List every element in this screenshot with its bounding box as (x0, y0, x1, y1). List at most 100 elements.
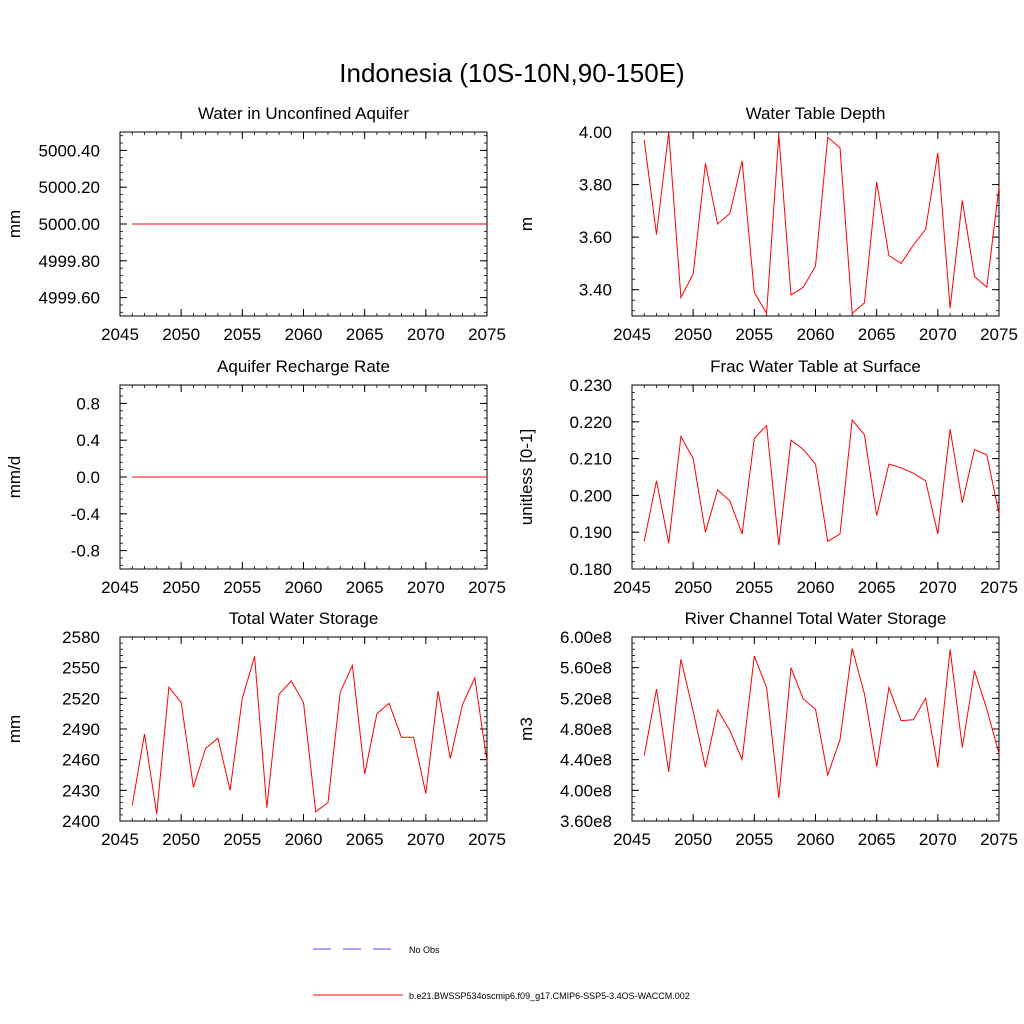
y-tick-label: -0.8 (71, 542, 100, 561)
panel-title: River Channel Total Water Storage (685, 609, 947, 628)
y-tick-label: 2580 (62, 628, 100, 647)
x-tick-label: 2050 (674, 578, 712, 597)
y-tick-label: 4999.80 (39, 252, 100, 271)
x-tick-label: 2055 (735, 578, 773, 597)
y-tick-label: 2520 (62, 689, 100, 708)
x-tick-label: 2055 (223, 578, 261, 597)
series-line (643, 418, 1000, 546)
plot-frame (119, 636, 488, 822)
panel-title: Water Table Depth (746, 104, 886, 123)
chart-panel-2: Water Table Depth m 2045 2050 2055 2060 2065 20… (517, 104, 1018, 344)
series-line (131, 656, 488, 814)
y-tick-label: 3.80 (579, 176, 612, 195)
x-tick-label: 2055 (223, 830, 261, 849)
y-tick-label: 2430 (62, 781, 100, 800)
chart-panel-4: Frac Water Table at Surface unitless [0-1… (517, 357, 1018, 597)
y-tick-label: 2460 (62, 751, 100, 770)
x-tick-label: 2060 (797, 578, 835, 597)
x-tick-label: 2070 (919, 578, 957, 597)
y-axis-label: mm (5, 715, 24, 743)
y-tick-label: 2490 (62, 720, 100, 739)
y-tick-label: 5000.00 (39, 215, 100, 234)
y-tick-label: 4.40e8 (560, 751, 612, 770)
chart-panel-1: Water in Unconfined Aquifer mm 2045 2050 205… (5, 104, 506, 344)
x-tick-label: 2065 (858, 325, 896, 344)
y-tick-label: 0.230 (569, 376, 612, 395)
x-tick-label: 2050 (674, 325, 712, 344)
x-tick-label: 2070 (919, 325, 957, 344)
y-axis-label: mm (5, 210, 24, 238)
panel-title: Water in Unconfined Aquifer (198, 104, 409, 123)
y-axis-label: m (517, 217, 536, 231)
panel-title: Aquifer Recharge Rate (217, 357, 390, 376)
y-axis-label: m3 (517, 717, 536, 741)
y-tick-label: 0.190 (569, 523, 612, 542)
y-tick-label: 0.8 (76, 394, 100, 413)
y-tick-label: 0.180 (569, 560, 612, 579)
x-tick-label: 2065 (346, 830, 384, 849)
y-tick-label: 6.00e8 (560, 628, 612, 647)
y-tick-label: 2400 (62, 812, 100, 831)
x-tick-label: 2065 (346, 325, 384, 344)
y-tick-label: 0.4 (76, 431, 100, 450)
chart-panel-3: Aquifer Recharge Rate mm/d 2045 2050 2055 206… (5, 357, 506, 597)
legend-label-no-obs: No Obs (409, 945, 440, 955)
x-tick-label: 2045 (101, 578, 139, 597)
y-tick-label: 4.00 (579, 123, 612, 142)
x-tick-label: 2045 (613, 578, 651, 597)
x-tick-label: 2055 (735, 325, 773, 344)
panels: Water in Unconfined Aquifer mm 2045 2050 205… (5, 104, 1018, 849)
y-tick-label: 5.20e8 (560, 689, 612, 708)
x-tick-label: 2070 (407, 578, 445, 597)
x-tick-label: 2050 (162, 578, 200, 597)
panel-title: Frac Water Table at Surface (710, 357, 921, 376)
series-line (643, 648, 1000, 799)
x-tick-label: 2045 (613, 325, 651, 344)
y-tick-label: 3.60 (579, 228, 612, 247)
x-tick-label: 2060 (285, 578, 323, 597)
x-tick-label: 2045 (613, 830, 651, 849)
x-tick-label: 2075 (468, 830, 506, 849)
x-tick-label: 2075 (980, 578, 1018, 597)
y-tick-label: 2550 (62, 659, 100, 678)
x-tick-label: 2045 (101, 830, 139, 849)
y-tick-label: 4.00e8 (560, 781, 612, 800)
x-tick-label: 2060 (797, 830, 835, 849)
x-tick-label: 2075 (980, 830, 1018, 849)
series-line (643, 131, 1000, 316)
plot-frame (631, 384, 1000, 570)
plot-frame (631, 131, 1000, 317)
y-tick-label: 0.200 (569, 486, 612, 505)
x-tick-label: 2075 (468, 578, 506, 597)
y-tick-label: 4.80e8 (560, 720, 612, 739)
x-tick-label: 2060 (285, 325, 323, 344)
plot-frame (631, 636, 1000, 822)
y-tick-label: 0.220 (569, 413, 612, 432)
y-tick-label: 0.0 (76, 468, 100, 487)
y-axis-label: mm/d (5, 456, 24, 499)
x-tick-label: 2050 (162, 325, 200, 344)
x-tick-label: 2070 (407, 830, 445, 849)
x-tick-label: 2070 (407, 325, 445, 344)
y-tick-label: 3.40 (579, 281, 612, 300)
y-tick-label: 4999.60 (39, 289, 100, 308)
y-tick-label: 5000.20 (39, 178, 100, 197)
x-tick-label: 2060 (285, 830, 323, 849)
x-tick-label: 2075 (980, 325, 1018, 344)
y-tick-label: -0.4 (71, 505, 100, 524)
y-tick-label: 3.60e8 (560, 812, 612, 831)
legend: No Obs b.e21.BWSSP534oscmip6.f09_g17.CMI… (313, 945, 690, 1001)
x-tick-label: 2045 (101, 325, 139, 344)
main-title: Indonesia (10S-10N,90-150E) (339, 58, 684, 88)
y-tick-label: 0.210 (569, 450, 612, 469)
x-tick-label: 2055 (223, 325, 261, 344)
y-axis-label: unitless [0-1] (517, 429, 536, 525)
x-tick-label: 2075 (468, 325, 506, 344)
legend-label-model-run: b.e21.BWSSP534oscmip6.f09_g17.CMIP6-SSP5… (409, 991, 690, 1001)
chart-panel-6: River Channel Total Water Storage m3 2045 2… (517, 609, 1018, 849)
y-tick-label: 5000.40 (39, 141, 100, 160)
chart-panel-5: Total Water Storage mm 2045 2050 2055 2060 206… (5, 609, 506, 849)
x-tick-label: 2050 (162, 830, 200, 849)
x-tick-label: 2065 (858, 830, 896, 849)
